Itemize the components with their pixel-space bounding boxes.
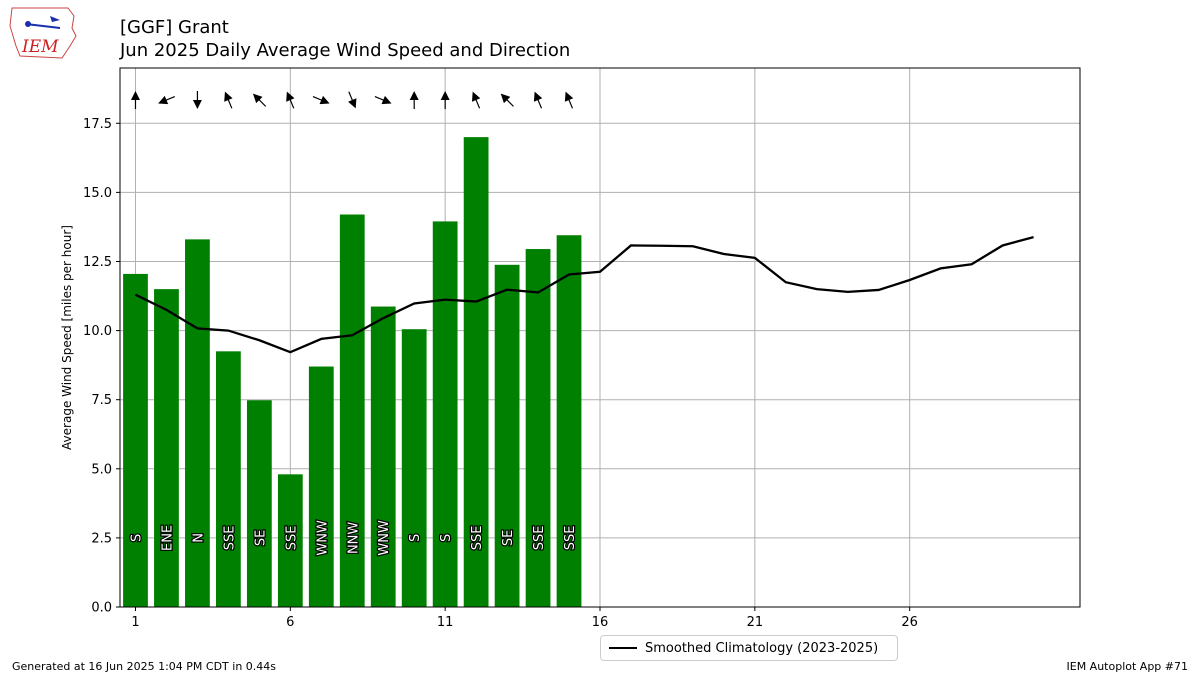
arrow-head: [533, 91, 543, 102]
arrow-head: [224, 91, 233, 102]
wind-bar: [185, 239, 210, 607]
direction-arrow: [312, 95, 330, 105]
iem-logo: IEM: [9, 7, 77, 59]
legend: Smoothed Climatology (2023-2025): [600, 635, 898, 661]
direction-arrow: [192, 91, 202, 109]
y-tick-label: 10.0: [83, 324, 112, 339]
direction-label: SSE: [470, 526, 485, 551]
direction-arrow: [374, 95, 392, 105]
direction-label: SSE: [532, 526, 547, 551]
direction-label: SE: [253, 530, 268, 546]
direction-arrow: [564, 91, 574, 109]
x-tick-label: 6: [286, 615, 294, 630]
direction-label: S: [439, 534, 454, 542]
climatology-line-group: [134, 236, 1034, 354]
x-tick-label: 26: [901, 615, 918, 630]
direction-label: SE: [501, 530, 516, 546]
y-tick-label: 5.0: [91, 462, 112, 477]
arrow-head: [471, 91, 481, 102]
wind-bar: [463, 137, 489, 607]
direction-label: WNW: [315, 520, 330, 556]
direction-arrow: [348, 91, 357, 109]
y-tick-label: 17.5: [83, 117, 112, 132]
wind-bar: [339, 214, 365, 607]
arrow-head: [130, 91, 140, 100]
wind-bar: [246, 400, 272, 607]
direction-arrow: [471, 91, 481, 109]
direction-arrow: [224, 91, 233, 109]
chart-title: Jun 2025 Daily Average Wind Speed and Di…: [120, 40, 571, 61]
direction-arrow: [533, 91, 543, 109]
axis-ticks: 1 6 11 16 21 260.02.55.07.510.012.515.017.5: [83, 117, 918, 630]
direction-label: S: [408, 534, 423, 542]
arrow-head: [286, 91, 295, 102]
y-tick-label: 0.0: [91, 601, 112, 616]
wind-bar: [556, 235, 582, 607]
direction-label: S: [129, 534, 144, 542]
wind-bar: [308, 366, 334, 607]
direction-arrow: [409, 91, 419, 109]
logo-text: IEM: [21, 37, 59, 57]
direction-label: SSE: [284, 526, 299, 551]
arrow-head: [192, 100, 202, 109]
direction-label: N: [191, 533, 206, 543]
direction-arrow: [130, 91, 140, 109]
arrow-head: [348, 98, 357, 109]
arrow-head: [564, 91, 574, 102]
wind-bar: [370, 306, 396, 607]
arrow-head: [319, 95, 330, 105]
wind-bar: [277, 474, 303, 607]
arrow-head: [252, 93, 263, 104]
direction-arrows: [130, 91, 574, 109]
arrow-head: [440, 91, 450, 100]
direction-arrow: [252, 93, 267, 107]
y-tick-label: 15.0: [83, 186, 112, 201]
direction-arrow: [440, 91, 450, 109]
y-tick-label: 7.5: [91, 393, 112, 408]
direction-label: SSE: [222, 526, 237, 551]
y-tick-label: 12.5: [83, 255, 112, 270]
direction-label: WNW: [377, 520, 392, 556]
x-tick-label: 21: [747, 615, 764, 630]
y-axis-label: Average Wind Speed [miles per hour]: [60, 225, 74, 450]
arrow-head: [500, 93, 511, 104]
direction-arrow: [158, 95, 175, 105]
wind-bar: [494, 264, 520, 607]
arrow-head: [409, 91, 419, 100]
wind-bar: [154, 289, 179, 607]
wind-bar: [216, 351, 241, 607]
wind-bar: [401, 329, 427, 607]
arrow-head: [158, 95, 169, 105]
app-credit: IEM Autoplot App #71: [1066, 660, 1189, 673]
x-tick-label: 16: [592, 615, 609, 630]
station-title: [GGF] Grant: [120, 17, 229, 38]
legend-label: Smoothed Climatology (2023-2025): [645, 640, 879, 656]
wind-bar: [123, 273, 148, 607]
direction-arrow: [500, 93, 514, 107]
climatology-line: [134, 236, 1034, 354]
direction-label: ENE: [160, 525, 175, 551]
direction-label: NNW: [346, 522, 361, 554]
wind-bar: [525, 249, 551, 608]
y-tick-label: 2.5: [91, 531, 112, 546]
direction-arrow: [286, 91, 295, 109]
direction-labels: S ENE N SSE SE SSE WNW NNW WNW S S SSE SE SSE SSE: [128, 519, 579, 557]
x-tick-label: 1: [131, 615, 139, 630]
generated-timestamp: Generated at 16 Jun 2025 1:04 PM CDT in …: [12, 660, 277, 673]
x-tick-label: 11: [437, 615, 454, 630]
arrow-head: [381, 95, 392, 105]
direction-label: SSE: [563, 526, 578, 551]
wind-bar: [432, 221, 458, 607]
bars: [123, 137, 582, 608]
legend-line-swatch: [609, 647, 637, 649]
